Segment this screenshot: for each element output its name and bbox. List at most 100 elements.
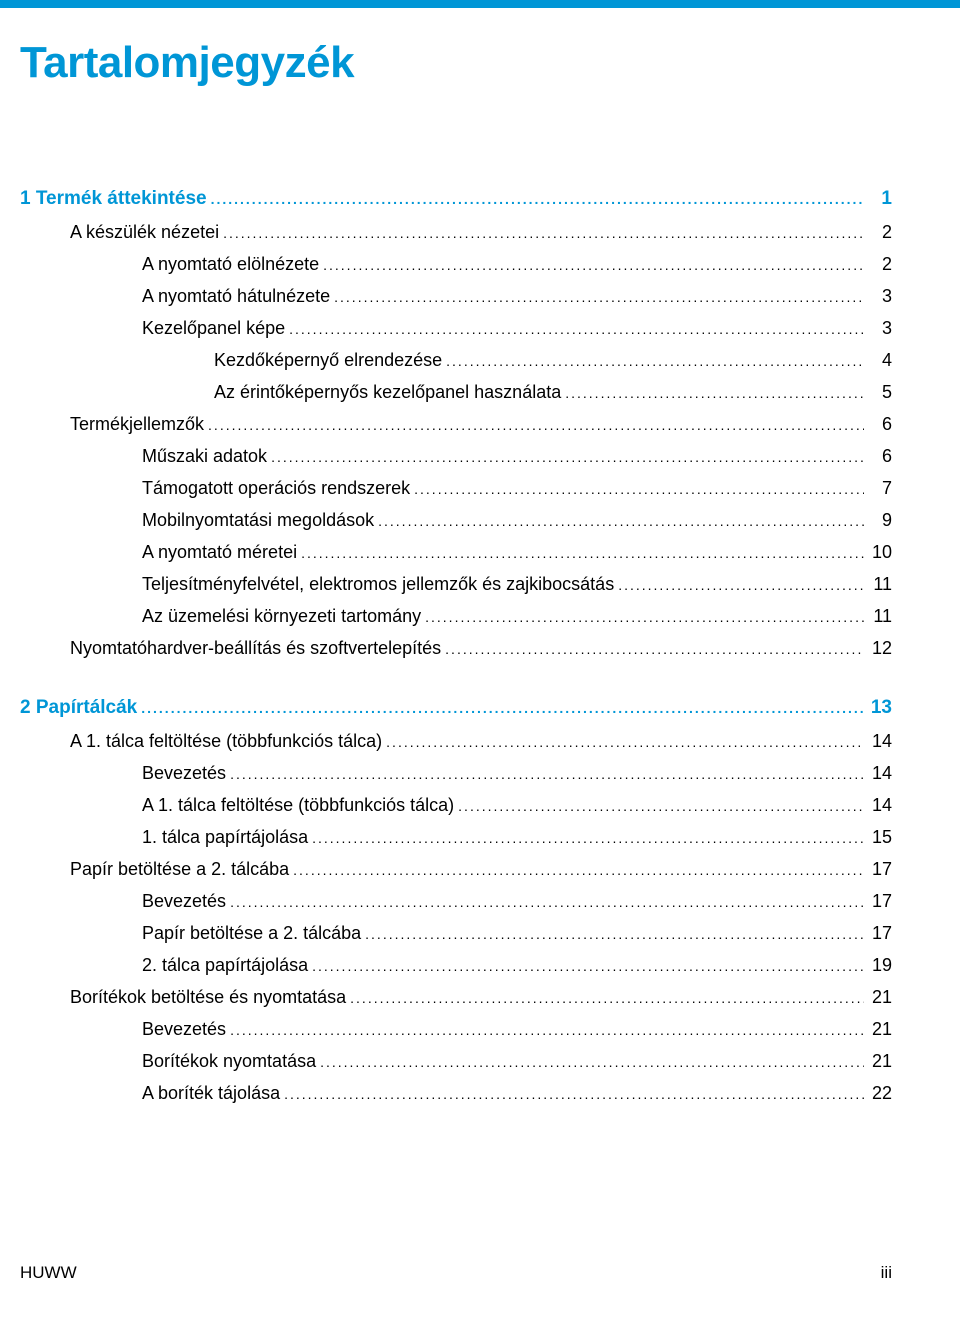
toc-entry[interactable]: Bevezetés 21 (142, 1019, 892, 1040)
toc-page-number: 6 (868, 414, 892, 435)
toc-leader-dots (141, 697, 864, 719)
toc-entry-label: Bevezetés (142, 1019, 226, 1040)
toc-entry[interactable]: Papír betöltése a 2. tálcába 17 (70, 859, 892, 880)
toc-leader-dots (334, 286, 864, 307)
toc-entry[interactable]: Teljesítményfelvétel, elektromos jellemz… (142, 574, 892, 595)
toc-leader-dots (312, 955, 864, 976)
toc-entry[interactable]: Kezelőpanel képe 3 (142, 318, 892, 339)
toc-chapter: 1 Termék áttekintése 1 A készülék nézetei… (20, 188, 892, 659)
toc-entry[interactable]: Termékjellemzők 6 (70, 414, 892, 435)
toc-leader-dots (323, 254, 864, 275)
toc-leader-dots (414, 478, 864, 499)
toc-entry[interactable]: A boríték tájolása 22 (142, 1083, 892, 1104)
toc-chapter-row[interactable]: 1 Termék áttekintése 1 (20, 188, 892, 210)
toc-entry[interactable]: A 1. tálca feltöltése (többfunkciós tálc… (142, 795, 892, 816)
toc-entry-label: A boríték tájolása (142, 1083, 280, 1104)
toc-page-number: 10 (868, 542, 892, 563)
toc-page-number: 2 (868, 222, 892, 243)
toc-page-number: 2 (868, 254, 892, 275)
toc-entry-label: Teljesítményfelvétel, elektromos jellemz… (142, 574, 614, 595)
toc-page-number: 22 (868, 1083, 892, 1104)
toc-leader-dots (386, 731, 864, 752)
toc-entry[interactable]: Papír betöltése a 2. tálcába 17 (142, 923, 892, 944)
toc-entry[interactable]: Nyomtatóhardver-beállítás és szoftvertel… (70, 638, 892, 659)
toc-leader-dots (445, 638, 864, 659)
toc-page-number: 14 (868, 731, 892, 752)
toc-entry-label: A 1. tálca feltöltése (többfunkciós tálc… (142, 795, 454, 816)
toc-leader-dots (312, 827, 864, 848)
toc-leader-dots (446, 350, 864, 371)
toc-leader-dots (458, 795, 864, 816)
toc-entry[interactable]: A nyomtató hátulnézete 3 (142, 286, 892, 307)
toc-entry[interactable]: 1. tálca papírtájolása 15 (142, 827, 892, 848)
toc-entry-label: Papír betöltése a 2. tálcába (70, 859, 289, 880)
toc-entry-label: Kezelőpanel képe (142, 318, 285, 339)
toc-leader-dots (284, 1083, 864, 1104)
toc-page-number: 17 (868, 891, 892, 912)
toc-page-number: 17 (868, 859, 892, 880)
toc-content: Tartalomjegyzék 1 Termék áttekintése 1A … (0, 8, 960, 1104)
toc-entry[interactable]: Borítékok betöltése és nyomtatása 21 (70, 987, 892, 1008)
toc-leader-dots (289, 318, 864, 339)
toc-entry[interactable]: A nyomtató elölnézete 2 (142, 254, 892, 275)
toc-entry-label: Az érintőképernyős kezelőpanel használat… (214, 382, 561, 403)
toc-entry-label: 1. tálca papírtájolása (142, 827, 308, 848)
toc-page-number: 13 (868, 697, 892, 719)
toc-leader-dots (320, 1051, 864, 1072)
toc-entry-label: 2. tálca papírtájolása (142, 955, 308, 976)
toc-entry-label: Műszaki adatok (142, 446, 267, 467)
toc-leader-dots (301, 542, 864, 563)
toc-leader-dots (378, 510, 864, 531)
toc-leader-dots (230, 1019, 864, 1040)
toc-leader-dots (271, 446, 864, 467)
toc-entry[interactable]: Támogatott operációs rendszerek 7 (142, 478, 892, 499)
toc-entry-label: A nyomtató hátulnézete (142, 286, 330, 307)
toc-page-number: 21 (868, 1019, 892, 1040)
toc-entry-label: A nyomtató elölnézete (142, 254, 319, 275)
toc-leader-dots (293, 859, 864, 880)
toc-entry-label: Kezdőképernyő elrendezése (214, 350, 442, 371)
toc-page-number: 17 (868, 923, 892, 944)
toc-entry[interactable]: Bevezetés 17 (142, 891, 892, 912)
toc-entry-label: Bevezetés (142, 891, 226, 912)
toc-list: 1 Termék áttekintése 1 A készülék nézetei… (20, 188, 892, 1104)
toc-page-number: 5 (868, 382, 892, 403)
toc-entry[interactable]: A készülék nézetei 2 (70, 222, 892, 243)
toc-entry-label: A 1. tálca feltöltése (többfunkciós tálc… (70, 731, 382, 752)
toc-entry-label: Papír betöltése a 2. tálcába (142, 923, 361, 944)
toc-entry-label: Borítékok betöltése és nyomtatása (70, 987, 346, 1008)
toc-leader-dots (230, 891, 864, 912)
toc-entry-label: Támogatott operációs rendszerek (142, 478, 410, 499)
toc-page-number: 15 (868, 827, 892, 848)
toc-chapter-label: 1 Termék áttekintése (20, 188, 207, 210)
toc-entry[interactable]: A 1. tálca feltöltése (többfunkciós tálc… (70, 731, 892, 752)
footer-right: iii (881, 1263, 892, 1283)
toc-page-number: 14 (868, 795, 892, 816)
toc-page-number: 1 (868, 188, 892, 210)
toc-entry-label: Az üzemelési környezeti tartomány (142, 606, 421, 627)
toc-page-number: 6 (868, 446, 892, 467)
toc-page-number: 14 (868, 763, 892, 784)
toc-entry[interactable]: Az üzemelési környezeti tartomány 11 (142, 606, 892, 627)
toc-entry[interactable]: Bevezetés 14 (142, 763, 892, 784)
toc-page-number: 11 (868, 606, 892, 627)
toc-entry[interactable]: Az érintőképernyős kezelőpanel használat… (214, 382, 892, 403)
toc-leader-dots (208, 414, 864, 435)
brand-top-bar (0, 0, 960, 8)
toc-chapter-row[interactable]: 2 Papírtálcák 13 (20, 697, 892, 719)
toc-entry-label: A nyomtató méretei (142, 542, 297, 563)
toc-entry[interactable]: Borítékok nyomtatása 21 (142, 1051, 892, 1072)
toc-page-number: 19 (868, 955, 892, 976)
toc-page-number: 3 (868, 318, 892, 339)
toc-entry[interactable]: 2. tálca papírtájolása 19 (142, 955, 892, 976)
toc-entry[interactable]: Kezdőképernyő elrendezése 4 (214, 350, 892, 371)
toc-entry[interactable]: Mobilnyomtatási megoldások 9 (142, 510, 892, 531)
toc-leader-dots (230, 763, 864, 784)
toc-entry-label: Nyomtatóhardver-beállítás és szoftvertel… (70, 638, 441, 659)
toc-entry[interactable]: A nyomtató méretei 10 (142, 542, 892, 563)
toc-entry-label: Bevezetés (142, 763, 226, 784)
toc-entry[interactable]: Műszaki adatok 6 (142, 446, 892, 467)
toc-leader-dots (425, 606, 864, 627)
toc-leader-dots (223, 222, 864, 243)
toc-leader-dots (350, 987, 864, 1008)
